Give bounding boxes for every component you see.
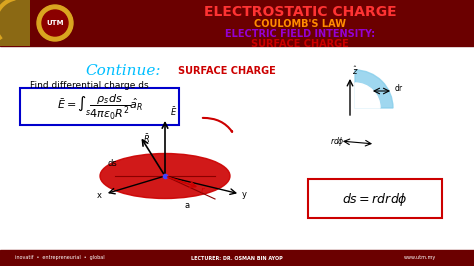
Text: y: y (242, 190, 247, 199)
FancyArrowPatch shape (203, 118, 232, 132)
Bar (0, 250, 474, 266)
Text: inovatif  •  entrepreneurial  •  global: inovatif • entrepreneurial • global (15, 256, 105, 260)
PathPatch shape (0, 0, 30, 46)
Text: SURFACE CHARGE: SURFACE CHARGE (251, 39, 349, 49)
Text: Find differential charge ds: Find differential charge ds (30, 81, 149, 90)
Ellipse shape (100, 153, 230, 198)
Text: $\hat{z}$: $\hat{z}$ (352, 64, 358, 77)
Text: ELECTRIC FIELD INTENSITY:: ELECTRIC FIELD INTENSITY: (225, 29, 375, 39)
Wedge shape (355, 70, 393, 108)
Text: www.utm.my: www.utm.my (404, 256, 436, 260)
Text: a: a (185, 201, 190, 210)
Text: ELECTROSTATIC CHARGE: ELECTROSTATIC CHARGE (204, 5, 396, 19)
Text: $r$: $r$ (200, 185, 206, 195)
Circle shape (42, 10, 68, 36)
Text: COULOMB'S LAW: COULOMB'S LAW (254, 19, 346, 29)
FancyBboxPatch shape (308, 179, 442, 218)
Wedge shape (355, 83, 380, 108)
Text: Continue:: Continue: (85, 64, 161, 78)
Circle shape (37, 5, 73, 41)
Text: ds: ds (108, 159, 118, 168)
FancyBboxPatch shape (20, 88, 179, 125)
Text: $rd\phi$: $rd\phi$ (330, 135, 345, 148)
Text: $\bar{R}$: $\bar{R}$ (143, 132, 150, 145)
Text: UTM: UTM (46, 20, 64, 26)
Text: dr: dr (395, 84, 403, 93)
Text: SURFACE CHARGE: SURFACE CHARGE (178, 66, 276, 76)
Text: LECTURER: DR. OSMAN BIN AYOP: LECTURER: DR. OSMAN BIN AYOP (191, 256, 283, 260)
Text: $ds = rdrd\phi$: $ds = rdrd\phi$ (342, 190, 408, 207)
Text: $\bar{E}$: $\bar{E}$ (170, 105, 177, 118)
Text: x: x (97, 191, 102, 200)
Bar (0, 0, 474, 46)
Text: $\bar{E} = \int_s \dfrac{\rho_s ds}{4\pi\varepsilon_0 R^2} \hat{a}_R$: $\bar{E} = \int_s \dfrac{\rho_s ds}{4\pi… (57, 93, 143, 122)
